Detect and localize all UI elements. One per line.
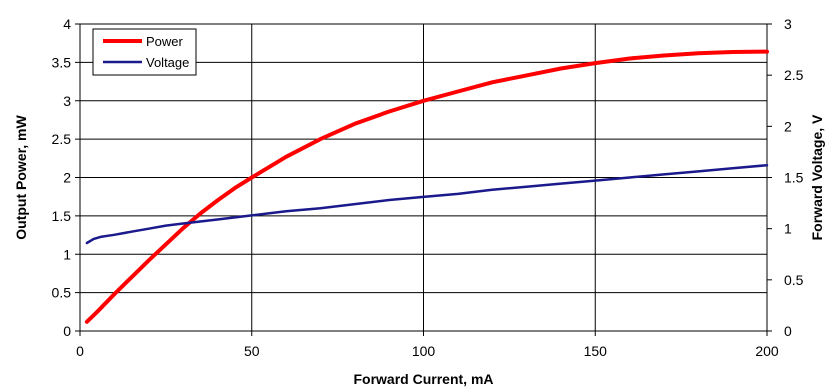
y-tick-label: 3.5 bbox=[52, 54, 72, 70]
series-line-voltage bbox=[85, 163, 769, 245]
legend-label-power: Power bbox=[146, 34, 184, 49]
series-line-power bbox=[84, 49, 769, 324]
legend-box bbox=[92, 28, 197, 76]
legend: Power Voltage bbox=[92, 28, 197, 76]
x-tick-label: 100 bbox=[412, 343, 436, 359]
y-tick-label: 2.5 bbox=[52, 131, 72, 147]
x-tick-label: 50 bbox=[244, 343, 260, 359]
y2-tick-label: 2 bbox=[784, 118, 792, 134]
tick-labels: 0 0.5 1 1.5 2 2.5 3 3.5 4 0 50 100 150 200 0 0.5 1 1.5 2 2.… bbox=[52, 16, 804, 359]
y-tick-label: 0 bbox=[63, 323, 71, 339]
y2-tick-label: 1 bbox=[784, 221, 792, 237]
y-tick-label: 1.5 bbox=[52, 208, 72, 224]
series bbox=[84, 49, 769, 324]
y-tick-label: 4 bbox=[63, 16, 71, 32]
y-tick-label: 1 bbox=[63, 246, 71, 262]
tick-marks bbox=[75, 23, 772, 336]
legend-label-voltage: Voltage bbox=[146, 55, 189, 70]
x-tick-label: 150 bbox=[584, 343, 608, 359]
y2-tick-label: 1.5 bbox=[784, 170, 804, 186]
x-tick-label: 0 bbox=[76, 343, 84, 359]
y2-axis-title: Forward Voltage, V bbox=[809, 114, 825, 240]
y2-tick-label: 3 bbox=[784, 16, 792, 32]
x-axis-title: Forward Current, mA bbox=[353, 371, 493, 387]
y-tick-label: 3 bbox=[63, 93, 71, 109]
y-axis-title: Output Power, mW bbox=[13, 114, 29, 239]
x-tick-label: 200 bbox=[755, 343, 779, 359]
y2-tick-label: 0.5 bbox=[784, 272, 804, 288]
y-tick-label: 2 bbox=[63, 170, 71, 186]
y2-tick-label: 2.5 bbox=[784, 67, 804, 83]
y-tick-label: 0.5 bbox=[52, 285, 72, 301]
y2-tick-label: 0 bbox=[784, 323, 792, 339]
